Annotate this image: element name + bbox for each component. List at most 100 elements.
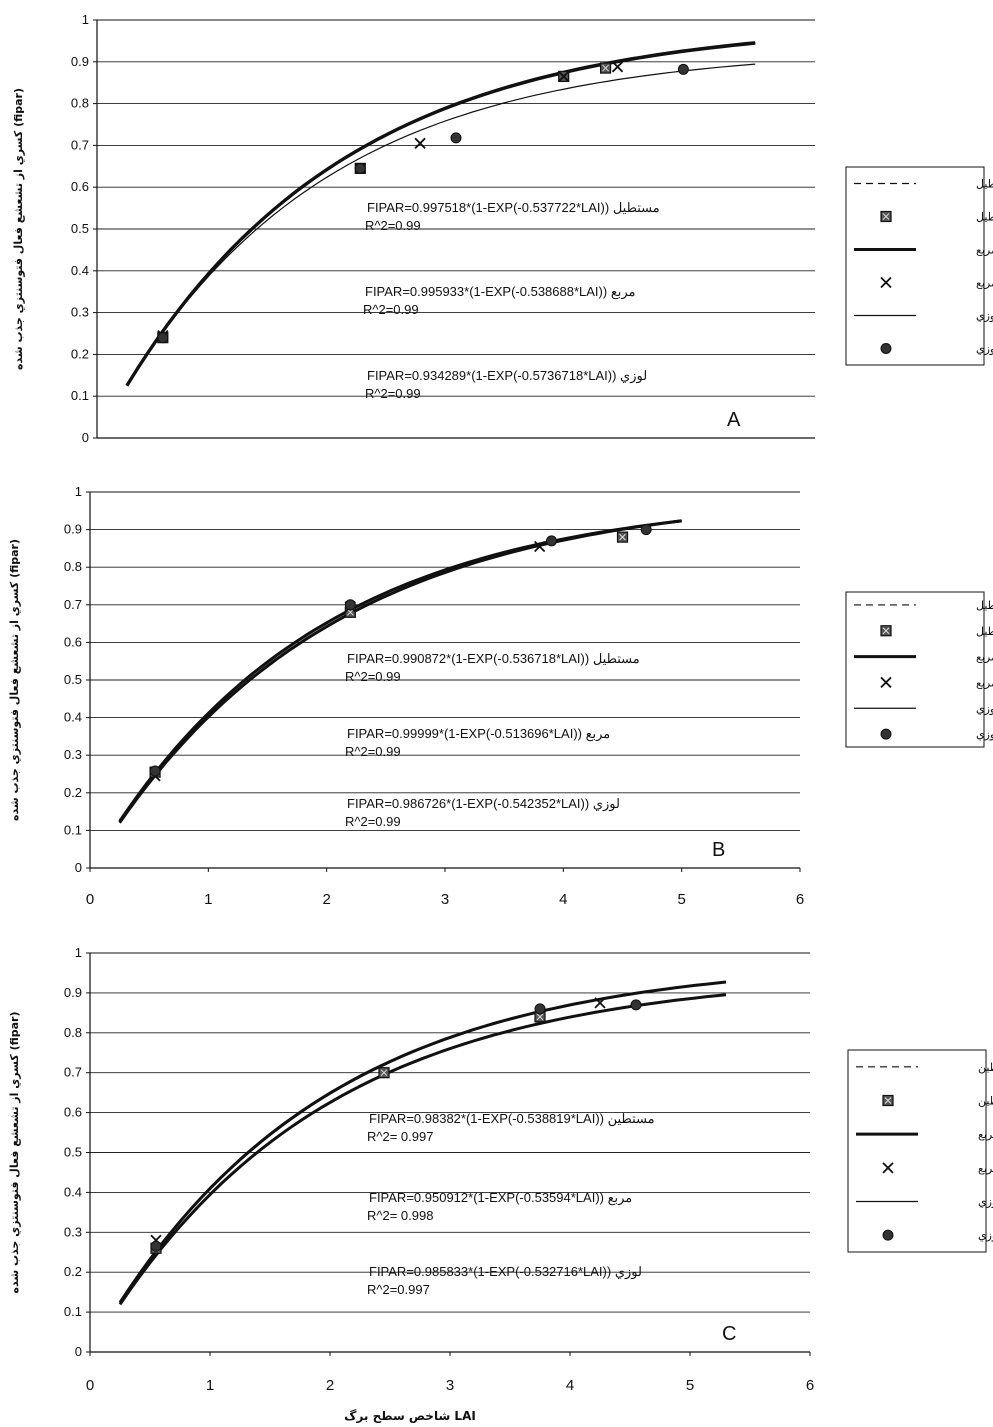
- fit-line-3: [119, 981, 727, 1304]
- chart-panel-A: 0 0.1 0.2 0.3 0.4 0.5 0.6 0.7 0.8 0.9 1 (fipar) كسر…: [12, 12, 993, 445]
- data-point-series-3: [640, 524, 652, 536]
- y-tick-label: 0.2: [64, 1264, 82, 1279]
- equation-label: FIPAR=0.985833*(1-EXP(-0.532716*LAI)) لو…: [369, 1264, 642, 1280]
- legend-marker-swatch-inner: [882, 627, 890, 635]
- y-tick-label: 1: [82, 12, 89, 27]
- y-tick-label: 0.3: [64, 1224, 82, 1239]
- legend-box: [845, 166, 985, 366]
- data-point-series-2: [611, 61, 624, 73]
- y-tick-label: 0.8: [71, 96, 89, 111]
- equation-label: FIPAR=0.997518*(1-EXP(-0.537722*LAI)) مس…: [367, 200, 660, 215]
- y-tick-label: 0: [75, 1344, 82, 1359]
- legend-marker-swatch: [880, 728, 892, 740]
- panel-label: A: [727, 409, 741, 431]
- data-point-series-3: [534, 1003, 546, 1015]
- y-tick-label: 0.6: [64, 1105, 82, 1120]
- x-tick-label: 6: [796, 891, 804, 908]
- y-tick-label: 0.8: [64, 559, 82, 574]
- y-tick-label: 0.4: [71, 263, 89, 278]
- r-squared-label: R^2=0.99: [365, 218, 421, 233]
- y-tick-label: 0.9: [64, 985, 82, 1000]
- equation-label: FIPAR=0.986726*(1-EXP(-0.542352*LAI)) لو…: [347, 796, 620, 812]
- y-tick-label: 0.2: [71, 346, 89, 361]
- r-squared-label: R^2=0.99: [345, 814, 401, 829]
- legend: مستطيل مستطيل مربع مربع لوزي لوزي: [845, 591, 993, 748]
- y-tick-label: 0.7: [64, 597, 82, 612]
- data-point-series-3: [450, 132, 462, 144]
- y-tick-label: 0.7: [71, 137, 89, 152]
- legend-marker-swatch: [882, 1229, 894, 1241]
- legend-marker-swatch: [880, 676, 892, 689]
- legend-box: [845, 591, 985, 748]
- legend-label: مربع: [978, 1128, 993, 1141]
- y-tick-label: 0: [75, 860, 82, 875]
- chart-panel-C: 0 0.1 0.2 0.3 0.4 0.5 0.6 0.7 0.8 0.9 1 0 1 2 3 4 5 6 (fip…: [8, 945, 993, 1423]
- legend-label: مربع: [976, 651, 993, 664]
- y-tick-label: 0.2: [64, 785, 82, 800]
- legend-marker-swatch-inner: [882, 213, 890, 220]
- r-squared-label: R^2= 0.997: [367, 1129, 433, 1144]
- legend-label: لوزي: [976, 702, 993, 715]
- x-tick-label: 3: [446, 1377, 454, 1394]
- x-tick-label: 2: [322, 891, 330, 908]
- equation-label: FIPAR=0.99999*(1-EXP(-0.513696*LAI)) مرب…: [347, 726, 610, 742]
- legend-label: لوزي: [976, 310, 993, 323]
- legend: مستطين مستطين مربع مربع لوزي لوزي: [847, 1049, 993, 1253]
- data-point-series-1-inner: [602, 64, 609, 72]
- y-tick-label: 0.3: [71, 305, 89, 320]
- chart-panel-B: 0 0.1 0.2 0.3 0.4 0.5 0.6 0.7 0.8 0.9 1 0 1 2 3 4 5 6 (fip…: [8, 484, 993, 908]
- legend-label: لوزي: [978, 1229, 993, 1242]
- y-tick-label: 0.5: [64, 1145, 82, 1160]
- legend-box: [847, 1049, 987, 1253]
- x-axis-label: شاخص سطح برگ LAI: [344, 1408, 476, 1423]
- r-squared-label: R^2=0.99: [345, 669, 401, 684]
- r-squared-label: R^2=0.997: [367, 1282, 430, 1297]
- legend-marker-swatch: [880, 343, 892, 354]
- legend-label: مستطيل: [976, 211, 993, 224]
- legend-label: مربع: [976, 676, 993, 689]
- y-tick-label: 0.3: [64, 747, 82, 762]
- x-tick-label: 5: [686, 1377, 694, 1394]
- data-point-series-3: [344, 599, 356, 611]
- y-tick-label: 0.6: [64, 634, 82, 649]
- x-tick-label: 0: [86, 1377, 94, 1394]
- legend-label: لوزي: [978, 1196, 993, 1209]
- data-point-series-3: [546, 535, 557, 547]
- x-tick-label: 4: [566, 1377, 574, 1394]
- y-tick-label: 0.5: [71, 221, 89, 236]
- panel-label: C: [722, 1323, 736, 1345]
- legend-label: لوزي: [976, 728, 993, 741]
- fit-line-3: [126, 63, 756, 387]
- y-tick-label: 0: [82, 430, 89, 445]
- panel-label: B: [712, 839, 725, 861]
- legend-label: مستطين: [978, 1061, 993, 1074]
- fit-line-2: [125, 41, 756, 387]
- equation-label: FIPAR=0.98382*(1-EXP(-0.538819*LAI)) مست…: [369, 1111, 655, 1127]
- r-squared-label: R^2=0.99: [363, 302, 419, 317]
- legend-label: مستطيل: [976, 178, 993, 191]
- data-point-series-3: [354, 162, 366, 174]
- y-tick-label: 0.4: [64, 710, 82, 725]
- y-tick-label: 0.1: [71, 388, 89, 403]
- y-tick-label: 0.7: [64, 1065, 82, 1080]
- data-point-series-2: [414, 137, 426, 149]
- legend-marker-swatch: [880, 276, 892, 289]
- fit-line-1: [118, 519, 682, 823]
- x-tick-label: 1: [206, 1377, 214, 1394]
- x-tick-label: 6: [806, 1377, 814, 1394]
- x-tick-label: 1: [204, 891, 212, 908]
- r-squared-label: R^2=0.99: [345, 744, 401, 759]
- legend-label: مستطيل: [976, 625, 993, 638]
- x-tick-label: 4: [559, 891, 567, 908]
- y-axis-label: (fipar) كسري از تشعشع فعال فتوسنتزي جذب …: [8, 539, 21, 821]
- x-tick-label: 3: [441, 891, 449, 908]
- equation-label: FIPAR=0.990872*(1-EXP(-0.536718*LAI)) مس…: [347, 651, 640, 666]
- data-point-series-3: [157, 332, 169, 344]
- data-point-series-3: [150, 1240, 162, 1252]
- equation-label: FIPAR=0.950912*(1-EXP(-0.53594*LAI)) مرب…: [369, 1190, 632, 1206]
- r-squared-label: R^2=0.99: [365, 386, 421, 401]
- equation-label: FIPAR=0.995933*(1-EXP(-0.538688*LAI)) مر…: [365, 284, 636, 300]
- data-point-series-3: [149, 765, 161, 777]
- x-tick-label: 0: [86, 891, 94, 908]
